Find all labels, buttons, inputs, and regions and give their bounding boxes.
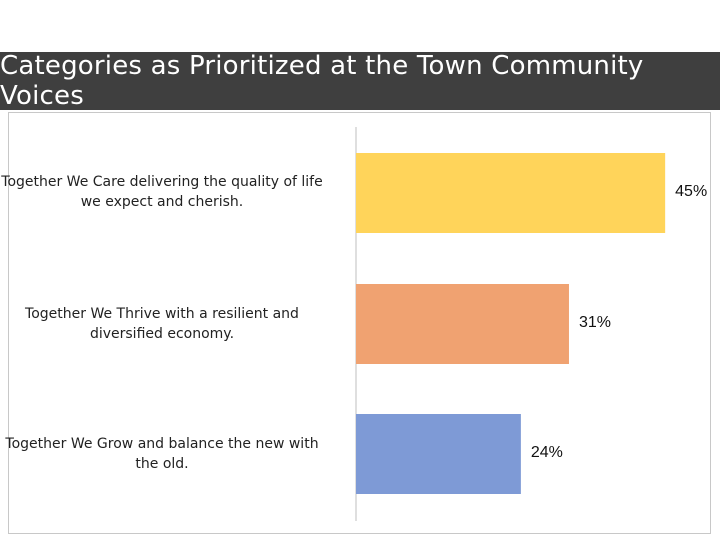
bar-chart (355, 127, 666, 521)
category-label-care: Together We Care delivering the quality … (1, 174, 323, 210)
title-bar: Categories as Prioritized at the Town Co… (0, 51, 720, 111)
chart-frame: Together We Care delivering the quality … (1, 112, 711, 534)
value-label-grow: 24% (530, 444, 563, 461)
value-label-care: 45% (675, 183, 708, 200)
page-title: Categories as Prioritized at the Town Co… (0, 51, 644, 111)
bar-grow (356, 414, 521, 494)
category-label-thrive: Together We Thrive with a resilient and … (25, 306, 299, 342)
value-label-thrive: 31% (578, 314, 611, 331)
bar-thrive (356, 284, 569, 364)
bar-care (356, 153, 666, 233)
category-label-grow: Together We Grow and balance the new wit… (5, 436, 319, 472)
